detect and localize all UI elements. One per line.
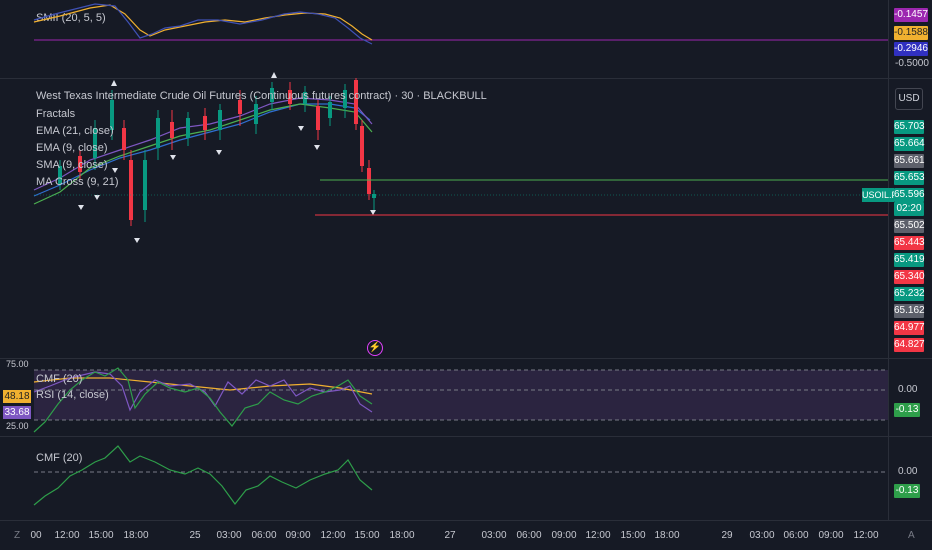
time-label: 15:00 (88, 530, 114, 541)
time-label: 03:00 (481, 530, 507, 541)
price-tag: 65.703 (894, 120, 925, 134)
price-tag: 64.977 (894, 321, 925, 335)
time-label: 27 (444, 530, 456, 541)
cmf-line (33, 445, 373, 506)
smii-tag-2: -0.1588 (894, 26, 928, 40)
time-label: 09:00 (285, 530, 311, 541)
time-label: 09:00 (551, 530, 577, 541)
smii-tag-1: -0.1457 (894, 8, 928, 22)
indicator-ema21[interactable]: EMA (21, close) (36, 125, 114, 137)
price-tag: 65.664 (894, 137, 925, 151)
rsi-ma-line (33, 377, 373, 395)
symbol-tag: USOIL.F (862, 188, 898, 202)
auto-scale-icon[interactable]: A (908, 530, 915, 541)
time-label: 00 (30, 530, 42, 541)
price-tag: 65.502 (894, 219, 925, 233)
rsi-pane-label-rsi[interactable]: RSI (14, close) (36, 389, 109, 401)
time-label: 29 (721, 530, 733, 541)
fractal-markers (78, 72, 376, 243)
zoom-icon[interactable]: Z (14, 530, 21, 541)
time-label: 06:00 (516, 530, 542, 541)
indicator-sma9[interactable]: SMA (9, close) (36, 159, 108, 171)
price-tag: 64.827 (894, 338, 925, 352)
cmf-right-tag: -0.13 (894, 484, 920, 498)
time-label: 06:00 (251, 530, 277, 541)
price-tag: 65.340 (894, 270, 925, 284)
time-label: 03:00 (749, 530, 775, 541)
indicator-ma-cross[interactable]: MA Cross (9, 21) (36, 176, 119, 188)
currency-button[interactable]: USD (895, 88, 923, 110)
cmf-line-rsi-pane (33, 367, 373, 433)
price-tag: 65.661 (894, 154, 925, 168)
rsi-pane-label-cmf[interactable]: CMF (20) (36, 373, 83, 385)
time-label: 18:00 (654, 530, 680, 541)
time-label: 12:00 (585, 530, 611, 541)
time-label: 03:00 (216, 530, 242, 541)
cmf-pane-label[interactable]: CMF (20) (36, 452, 83, 464)
time-label: 12:00 (320, 530, 346, 541)
time-label: 15:00 (354, 530, 380, 541)
time-label: 15:00 (620, 530, 646, 541)
price-tag: 65.596 (894, 188, 925, 202)
rsi-axis-bottom: 25.00 (6, 421, 29, 431)
price-tag: 65.162 (894, 304, 925, 318)
rsi-right-axis: 0.00 (898, 384, 918, 395)
candles (58, 78, 376, 226)
smii-signal-line (33, 4, 373, 41)
smii-line (33, 3, 373, 45)
indicator-fractals[interactable]: Fractals (36, 108, 76, 120)
time-label: 18:00 (123, 530, 149, 541)
rsi-band (34, 370, 888, 420)
time-label: 25 (189, 530, 201, 541)
countdown-tag: 02:20 (894, 202, 924, 216)
price-tag: 65.443 (894, 236, 925, 250)
cmf-right-axis: 0.00 (898, 466, 918, 477)
rsi-axis-top: 75.00 (6, 359, 29, 369)
price-tag: 65.419 (894, 253, 925, 267)
flash-icon[interactable]: ⚡ (367, 340, 383, 356)
time-label: 18:00 (389, 530, 415, 541)
time-label: 12:00 (54, 530, 80, 541)
smii-tag-3: -0.2946 (894, 42, 928, 56)
rsi-tag-ma: 48.18 (3, 390, 31, 403)
time-label: 06:00 (783, 530, 809, 541)
indicator-ema9[interactable]: EMA (9, close) (36, 142, 108, 154)
time-label: 09:00 (818, 530, 844, 541)
time-label: 12:00 (853, 530, 879, 541)
price-tag: 65.232 (894, 287, 925, 301)
rsi-tag-value: 33.68 (3, 406, 31, 419)
smii-axis-label: -0.5000 (895, 58, 929, 69)
rsi-right-tag: -0.13 (894, 403, 920, 417)
price-tag: 65.653 (894, 171, 925, 185)
main-title[interactable]: West Texas Intermediate Crude Oil Future… (36, 90, 487, 102)
